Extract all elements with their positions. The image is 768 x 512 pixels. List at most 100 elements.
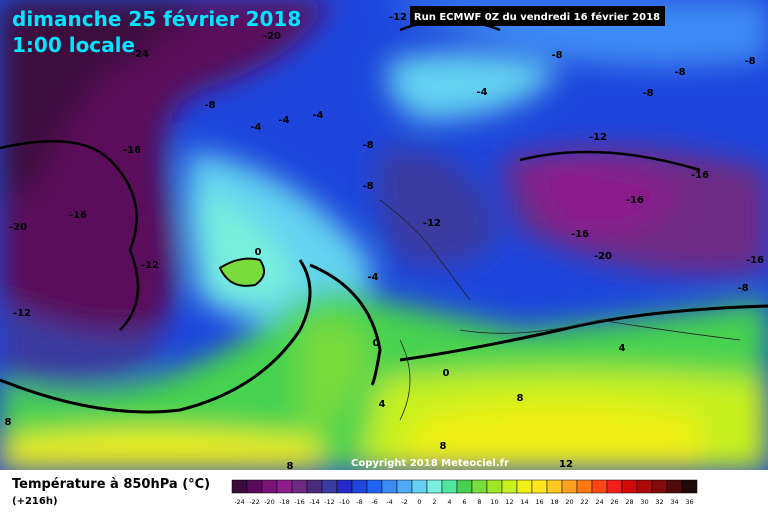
- contour-label: 4: [619, 343, 626, 354]
- colorbar-label: -14: [309, 498, 320, 506]
- colorbar-cell: [261, 479, 278, 494]
- colorbar-label: 16: [535, 498, 543, 506]
- colorbar-cell: [336, 479, 353, 494]
- contour-label: -8: [551, 50, 562, 61]
- contour-label: 12: [559, 459, 573, 470]
- contour-label: -8: [737, 283, 748, 294]
- contour-label: 8: [287, 461, 294, 472]
- colorbar-cell: [681, 479, 698, 494]
- colorbar-label: 34: [670, 498, 678, 506]
- colorbar-label: 32: [655, 498, 663, 506]
- contour-label: -16: [123, 145, 141, 156]
- colorbar-cell: [351, 479, 368, 494]
- colorbar-label: -22: [249, 498, 260, 506]
- contour-label: 4: [379, 399, 386, 410]
- contour-label: -16: [691, 170, 709, 181]
- colorbar-cell: [666, 479, 683, 494]
- colorbar-cell: [606, 479, 623, 494]
- colorbar-label: 14: [520, 498, 528, 506]
- colorbar-label: 8: [477, 498, 481, 506]
- contour-label: -8: [674, 67, 685, 78]
- colorbar-cell: [291, 479, 308, 494]
- colorbar-label: 10: [490, 498, 498, 506]
- colorbar-label: -12: [324, 498, 335, 506]
- contour-label: 8: [5, 417, 12, 428]
- colorbar-label: 26: [610, 498, 618, 506]
- colorbar-label: 36: [685, 498, 693, 506]
- contour-label: -8: [642, 88, 653, 99]
- contour-label: -4: [250, 122, 261, 133]
- colorbar-label: -16: [294, 498, 305, 506]
- colorbar-label: 0: [417, 498, 421, 506]
- contour-label: -16: [571, 229, 589, 240]
- colorbar-label: -4: [386, 498, 392, 506]
- contour-label: 8: [440, 441, 447, 452]
- colorbar-label: -10: [339, 498, 350, 506]
- lead-time: (+216h): [12, 496, 58, 507]
- contour-label: -4: [476, 87, 487, 98]
- contour-label: -12: [389, 12, 407, 23]
- colorbar-cell: [306, 479, 323, 494]
- contour-label: -20: [263, 31, 281, 42]
- colorbar-label: -2: [401, 498, 407, 506]
- contour-label: -20: [594, 251, 612, 262]
- colorbar-cell: [441, 479, 458, 494]
- contour-label: -8: [204, 100, 215, 111]
- contour-label: -12: [141, 260, 159, 271]
- colorbar-cell: [576, 479, 593, 494]
- legend-title: Température à 850hPa (°C): [12, 477, 210, 492]
- colorbar-label: 2: [432, 498, 436, 506]
- contour-labels: -24 -20 -12 -8 -4 -4 -4 -8 -16 -16 -20 -12 -12 -8 -12 -…: [5, 12, 765, 472]
- colorbar-cell: [591, 479, 608, 494]
- colorbar-cell: [621, 479, 638, 494]
- colorbar-label: 12: [505, 498, 513, 506]
- colorbar-cell: [486, 479, 503, 494]
- colorbar-cell: [381, 479, 398, 494]
- contour-label: -12: [13, 308, 31, 319]
- colorbar-label: 4: [447, 498, 451, 506]
- contour-label: -16: [746, 255, 764, 266]
- contour-label: -12: [589, 132, 607, 143]
- subtitle: 1:00 locale: [12, 33, 135, 57]
- island-contour: [218, 257, 265, 287]
- colorbar-label: -18: [279, 498, 290, 506]
- zero-isotherm: [0, 259, 768, 414]
- colorbar-label: -24: [234, 498, 245, 506]
- colorbar-label: 6: [462, 498, 466, 506]
- colorbar: -24 -22 -20 -18 -16 -14 -12 -10 -8 -6 -4 -2 0 2 4 6 8 10 1…: [231, 479, 698, 506]
- contour-label: -8: [362, 140, 373, 151]
- contour-label: 0: [373, 338, 380, 349]
- colorbar-cell: [531, 479, 548, 494]
- contour-label: -8: [362, 181, 373, 192]
- contour-label: -4: [312, 110, 323, 121]
- colorbar-label: -20: [264, 498, 275, 506]
- copyright: Copyright 2018 Meteociel.fr: [351, 458, 509, 469]
- colorbar-cell: [501, 479, 518, 494]
- colorbar-cell: [456, 479, 473, 494]
- contour-label: 8: [517, 393, 524, 404]
- contour-label: -16: [626, 195, 644, 206]
- contour-label: -16: [69, 210, 87, 221]
- contour-label: -24: [131, 49, 149, 60]
- colorbar-cell: [276, 479, 293, 494]
- coastline: [379, 199, 741, 421]
- run-box: [410, 6, 665, 26]
- colorbar-label: -6: [371, 498, 377, 506]
- colorbar-label: 18: [550, 498, 558, 506]
- colorbar-cell: [366, 479, 383, 494]
- colorbar-cell: [321, 479, 338, 494]
- colorbar-cell: [561, 479, 578, 494]
- colorbar-cell: [411, 479, 428, 494]
- colorbar-label: 20: [565, 498, 573, 506]
- colorbar-cell: [246, 479, 263, 494]
- colorbar-cell: [426, 479, 443, 494]
- run-info: Run ECMWF 0Z du vendredi 16 février 2018: [414, 11, 660, 23]
- temperature-field: [0, 0, 768, 470]
- colorbar-cell: [471, 479, 488, 494]
- contour-label: -8: [744, 56, 755, 67]
- colorbar-cell: [636, 479, 653, 494]
- colorbar-label: -8: [356, 498, 362, 506]
- colorbar-cell: [651, 479, 668, 494]
- colorbar-label: 24: [595, 498, 603, 506]
